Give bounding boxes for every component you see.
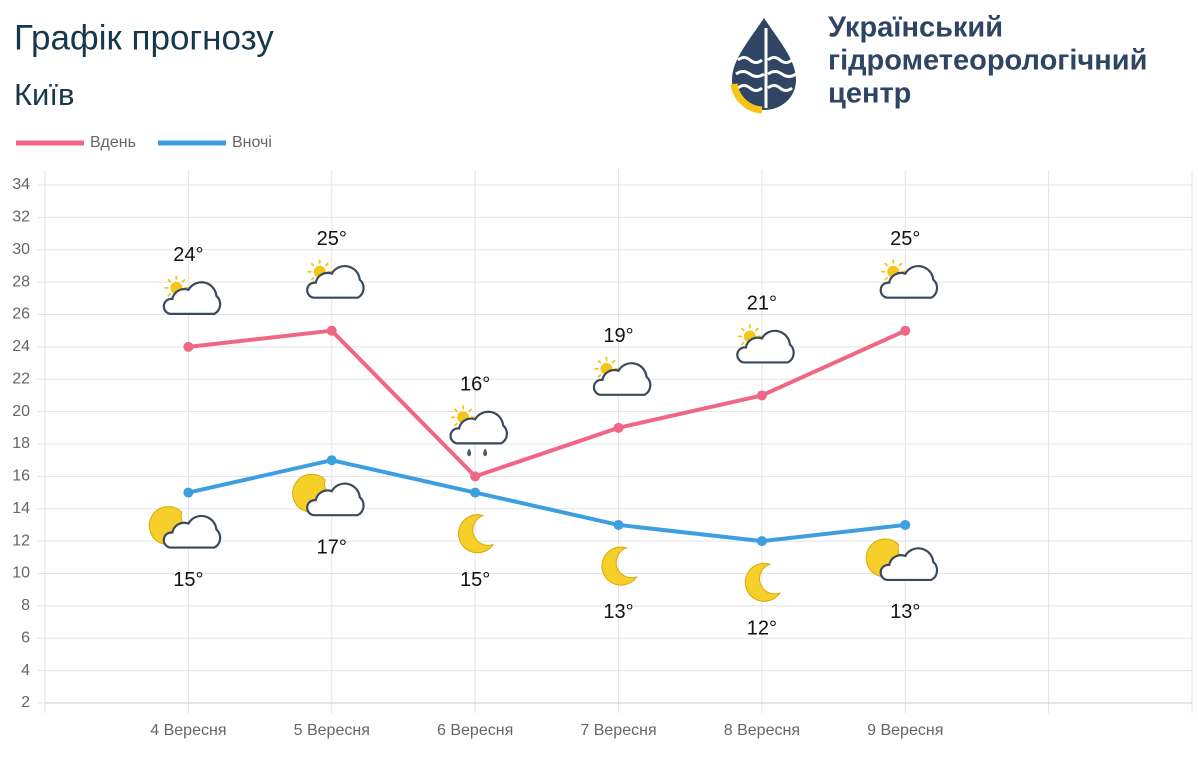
cloud-icon <box>162 281 222 315</box>
value-label: 13° <box>890 601 920 623</box>
value-label: 25° <box>317 228 347 250</box>
series-line <box>188 328 907 479</box>
x-tick-label: 4 Вересня <box>150 722 226 739</box>
sun-ray <box>181 278 186 283</box>
y-tick-label: 34 <box>12 176 30 193</box>
sun-ray <box>167 278 172 283</box>
cloud-icon <box>162 514 222 549</box>
y-tick-label: 10 <box>12 565 30 582</box>
sun-ray <box>454 422 459 427</box>
logo-text: Український <box>828 12 1003 44</box>
value-label: 15° <box>173 569 203 591</box>
value-label: 12° <box>747 617 777 639</box>
series-line <box>187 458 906 544</box>
x-tick-label: 5 Вересня <box>294 722 370 739</box>
y-tick-label: 4 <box>21 662 30 679</box>
moon-icon <box>601 546 638 586</box>
data-point <box>470 487 481 498</box>
value-label: 21° <box>747 293 777 315</box>
y-tick-label: 22 <box>12 370 30 387</box>
value-label: 25° <box>890 228 920 250</box>
logo-icon <box>730 18 797 114</box>
sun-ray <box>468 408 473 413</box>
data-point <box>613 519 624 530</box>
sun-ray <box>884 262 889 267</box>
logo-text: гідрометеорологічний <box>828 45 1147 77</box>
cloud-icon <box>306 264 365 299</box>
data-point <box>756 390 767 401</box>
sun-ray <box>884 276 889 281</box>
sun-ray <box>324 262 329 267</box>
data-point <box>900 325 911 336</box>
y-tick-label: 12 <box>12 532 30 549</box>
sun-ray <box>597 373 602 378</box>
y-tick-label: 18 <box>12 435 30 452</box>
x-tick-label: 8 Вересня <box>724 722 800 739</box>
value-label: 16° <box>460 374 490 396</box>
data-point <box>326 325 337 336</box>
cloud-icon <box>449 410 508 445</box>
y-tick-label: 24 <box>12 338 30 355</box>
y-tick-label: 16 <box>12 468 30 485</box>
cloud-icon <box>306 482 365 517</box>
sun-ray <box>310 262 315 267</box>
value-label: 13° <box>603 601 633 623</box>
cloud-icon <box>592 362 652 396</box>
sun-ray <box>754 327 759 332</box>
y-tick-label: 20 <box>12 403 30 420</box>
sun-ray <box>611 359 616 364</box>
sun-ray <box>740 327 745 332</box>
cloud-icon <box>736 329 795 364</box>
y-tick-label: 30 <box>12 241 30 258</box>
chart-title: Графік прогнозу <box>14 18 274 57</box>
x-tick-label: 9 Вересня <box>867 722 943 739</box>
moon-icon <box>744 562 782 602</box>
data-point <box>613 422 624 433</box>
cloud-icon <box>879 264 939 299</box>
data-point <box>900 519 911 530</box>
data-point <box>326 455 337 466</box>
y-tick-label: 14 <box>12 500 30 517</box>
y-tick-label: 2 <box>21 694 30 711</box>
value-label: 19° <box>603 325 633 347</box>
y-tick-label: 8 <box>21 597 30 614</box>
cloud-icon <box>879 547 939 582</box>
y-tick-label: 6 <box>21 629 30 646</box>
sun-ray <box>597 359 602 364</box>
chart-subtitle: Київ <box>14 77 74 112</box>
sun-ray <box>310 276 315 281</box>
legend-label: Вдень <box>90 134 136 151</box>
legend-label: Вночі <box>232 134 272 151</box>
moon-icon <box>458 514 495 554</box>
data-point <box>756 536 767 547</box>
value-label: 17° <box>317 536 347 558</box>
logo-text: центр <box>828 78 911 110</box>
data-point <box>183 341 194 352</box>
x-tick-label: 6 Вересня <box>437 722 513 739</box>
y-tick-label: 28 <box>12 273 30 290</box>
data-point <box>470 471 481 482</box>
sun-ray <box>167 292 172 297</box>
y-tick-label: 26 <box>12 306 30 323</box>
sun-ray <box>454 408 459 413</box>
data-point <box>183 487 194 498</box>
rain-drop <box>483 448 488 457</box>
sun-ray <box>740 341 745 346</box>
y-tick-label: 32 <box>12 209 30 226</box>
x-tick-label: 7 Вересня <box>580 722 656 739</box>
value-label: 24° <box>173 244 203 266</box>
rain-drop <box>467 448 472 457</box>
value-label: 15° <box>460 569 490 591</box>
sun-ray <box>898 262 903 267</box>
